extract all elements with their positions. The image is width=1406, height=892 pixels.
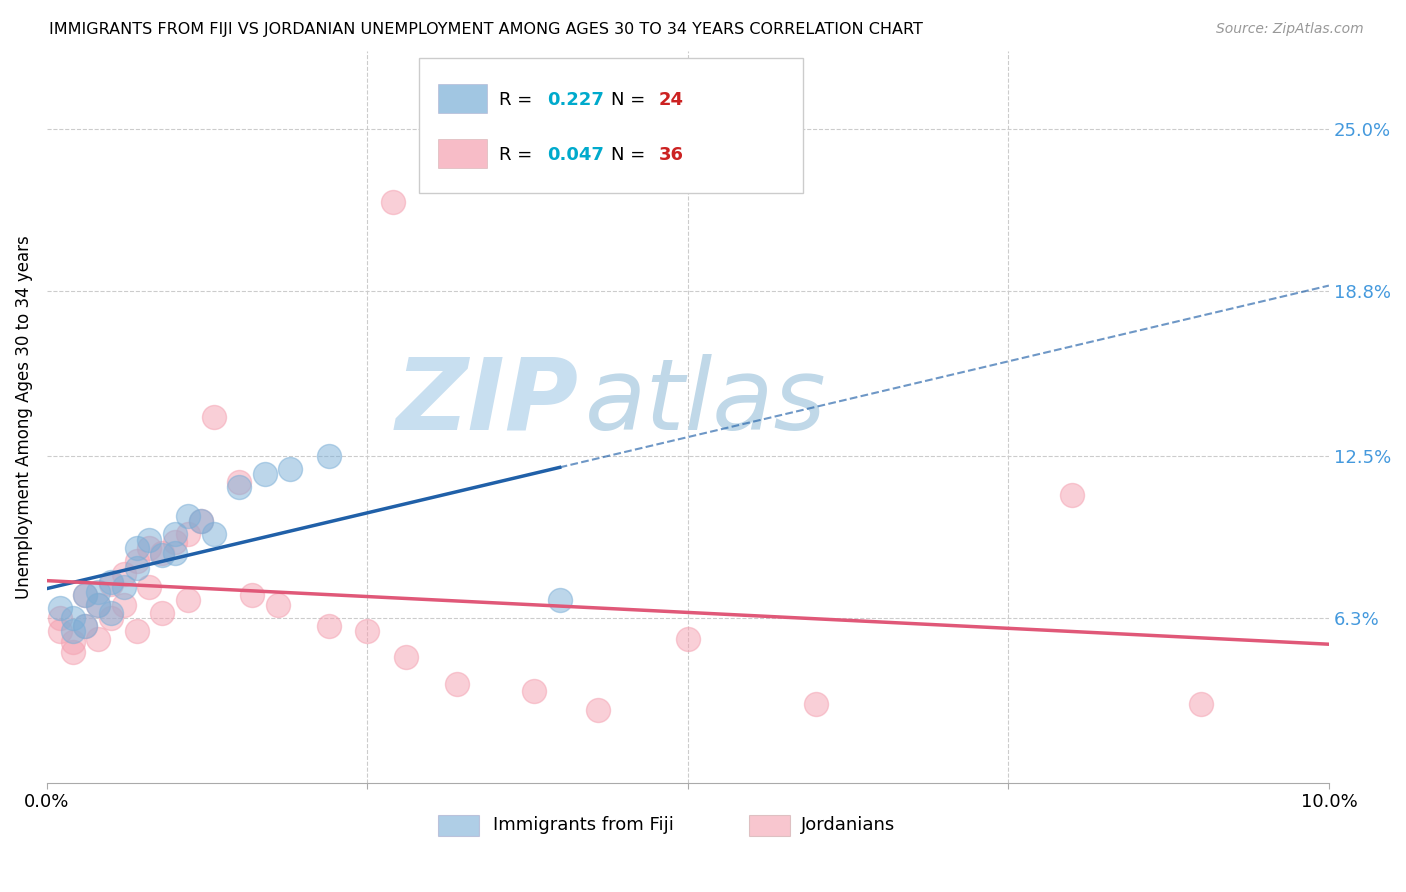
Point: [1062, 488, 1084, 502]
Point: [125, 541, 148, 555]
Point: [177, 593, 200, 607]
Point: [125, 554, 148, 568]
Point: [586, 703, 609, 717]
Point: [280, 462, 302, 476]
Text: IMMIGRANTS FROM FIJI VS JORDANIAN UNEMPLOYMENT AMONG AGES 30 TO 34 YEARS CORRELA: IMMIGRANTS FROM FIJI VS JORDANIAN UNEMPL…: [49, 22, 924, 37]
Point: [150, 546, 173, 560]
Point: [253, 467, 276, 482]
Point: [112, 566, 135, 581]
Text: 36: 36: [658, 145, 683, 163]
Point: [1189, 698, 1212, 712]
Point: [125, 624, 148, 639]
Text: atlas: atlas: [585, 353, 827, 450]
Text: Immigrants from Fiji: Immigrants from Fiji: [494, 815, 673, 834]
Point: [228, 480, 250, 494]
Point: [75, 588, 97, 602]
Point: [190, 515, 212, 529]
Point: [150, 606, 173, 620]
Text: N =: N =: [612, 145, 645, 163]
Point: [75, 588, 97, 602]
Point: [446, 676, 468, 690]
Point: [87, 598, 110, 612]
Point: [177, 527, 200, 541]
Point: [138, 541, 160, 555]
Point: [356, 624, 378, 639]
Point: [100, 574, 122, 589]
Point: [138, 580, 160, 594]
Text: R =: R =: [499, 91, 533, 109]
Point: [165, 546, 187, 560]
Point: [75, 619, 97, 633]
Point: [100, 611, 122, 625]
Point: [48, 600, 70, 615]
Point: [87, 632, 110, 646]
Point: [100, 577, 122, 591]
Text: Jordanians: Jordanians: [800, 815, 896, 834]
Point: [100, 606, 122, 620]
Point: [523, 684, 546, 698]
Point: [150, 549, 173, 563]
Point: [48, 611, 70, 625]
Point: [125, 561, 148, 575]
Text: Source: ZipAtlas.com: Source: ZipAtlas.com: [1216, 22, 1364, 37]
Point: [202, 409, 225, 424]
Point: [62, 624, 84, 639]
Point: [165, 535, 187, 549]
Point: [62, 645, 84, 659]
Point: [318, 449, 340, 463]
Text: R =: R =: [499, 145, 533, 163]
Text: N =: N =: [612, 91, 645, 109]
Point: [138, 533, 160, 547]
Point: [382, 195, 405, 210]
Point: [62, 634, 84, 648]
Point: [75, 619, 97, 633]
Point: [395, 650, 418, 665]
FancyBboxPatch shape: [437, 138, 486, 168]
FancyBboxPatch shape: [437, 84, 486, 113]
FancyBboxPatch shape: [419, 58, 803, 194]
Point: [87, 598, 110, 612]
Point: [165, 527, 187, 541]
Point: [112, 598, 135, 612]
Point: [87, 585, 110, 599]
Point: [548, 593, 571, 607]
FancyBboxPatch shape: [749, 815, 790, 836]
Text: 0.227: 0.227: [547, 91, 603, 109]
Point: [318, 619, 340, 633]
Point: [48, 624, 70, 639]
Point: [266, 598, 288, 612]
Text: 0.047: 0.047: [547, 145, 603, 163]
Point: [112, 580, 135, 594]
Point: [62, 611, 84, 625]
Point: [676, 632, 699, 646]
Point: [804, 698, 827, 712]
Point: [240, 588, 263, 602]
Y-axis label: Unemployment Among Ages 30 to 34 years: Unemployment Among Ages 30 to 34 years: [15, 235, 32, 599]
Text: ZIP: ZIP: [396, 353, 579, 450]
Point: [202, 527, 225, 541]
FancyBboxPatch shape: [437, 815, 479, 836]
Point: [190, 515, 212, 529]
Point: [228, 475, 250, 490]
Point: [177, 509, 200, 524]
Text: 24: 24: [658, 91, 683, 109]
